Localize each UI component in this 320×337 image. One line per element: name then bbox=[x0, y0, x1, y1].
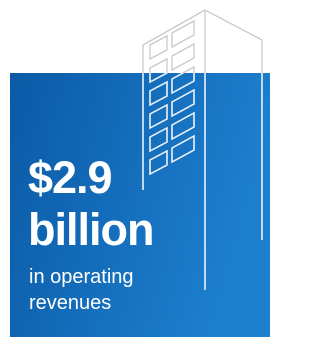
unit: billion bbox=[28, 204, 153, 255]
page: $2.9 billion in operating revenues (() =… bbox=[0, 0, 270, 337]
infographic: $2.9 billion in operating revenues bbox=[0, 0, 270, 337]
headline: $2.9 bbox=[28, 152, 112, 203]
caption-line: in operating bbox=[29, 266, 134, 288]
caption-line: revenues bbox=[29, 292, 111, 314]
